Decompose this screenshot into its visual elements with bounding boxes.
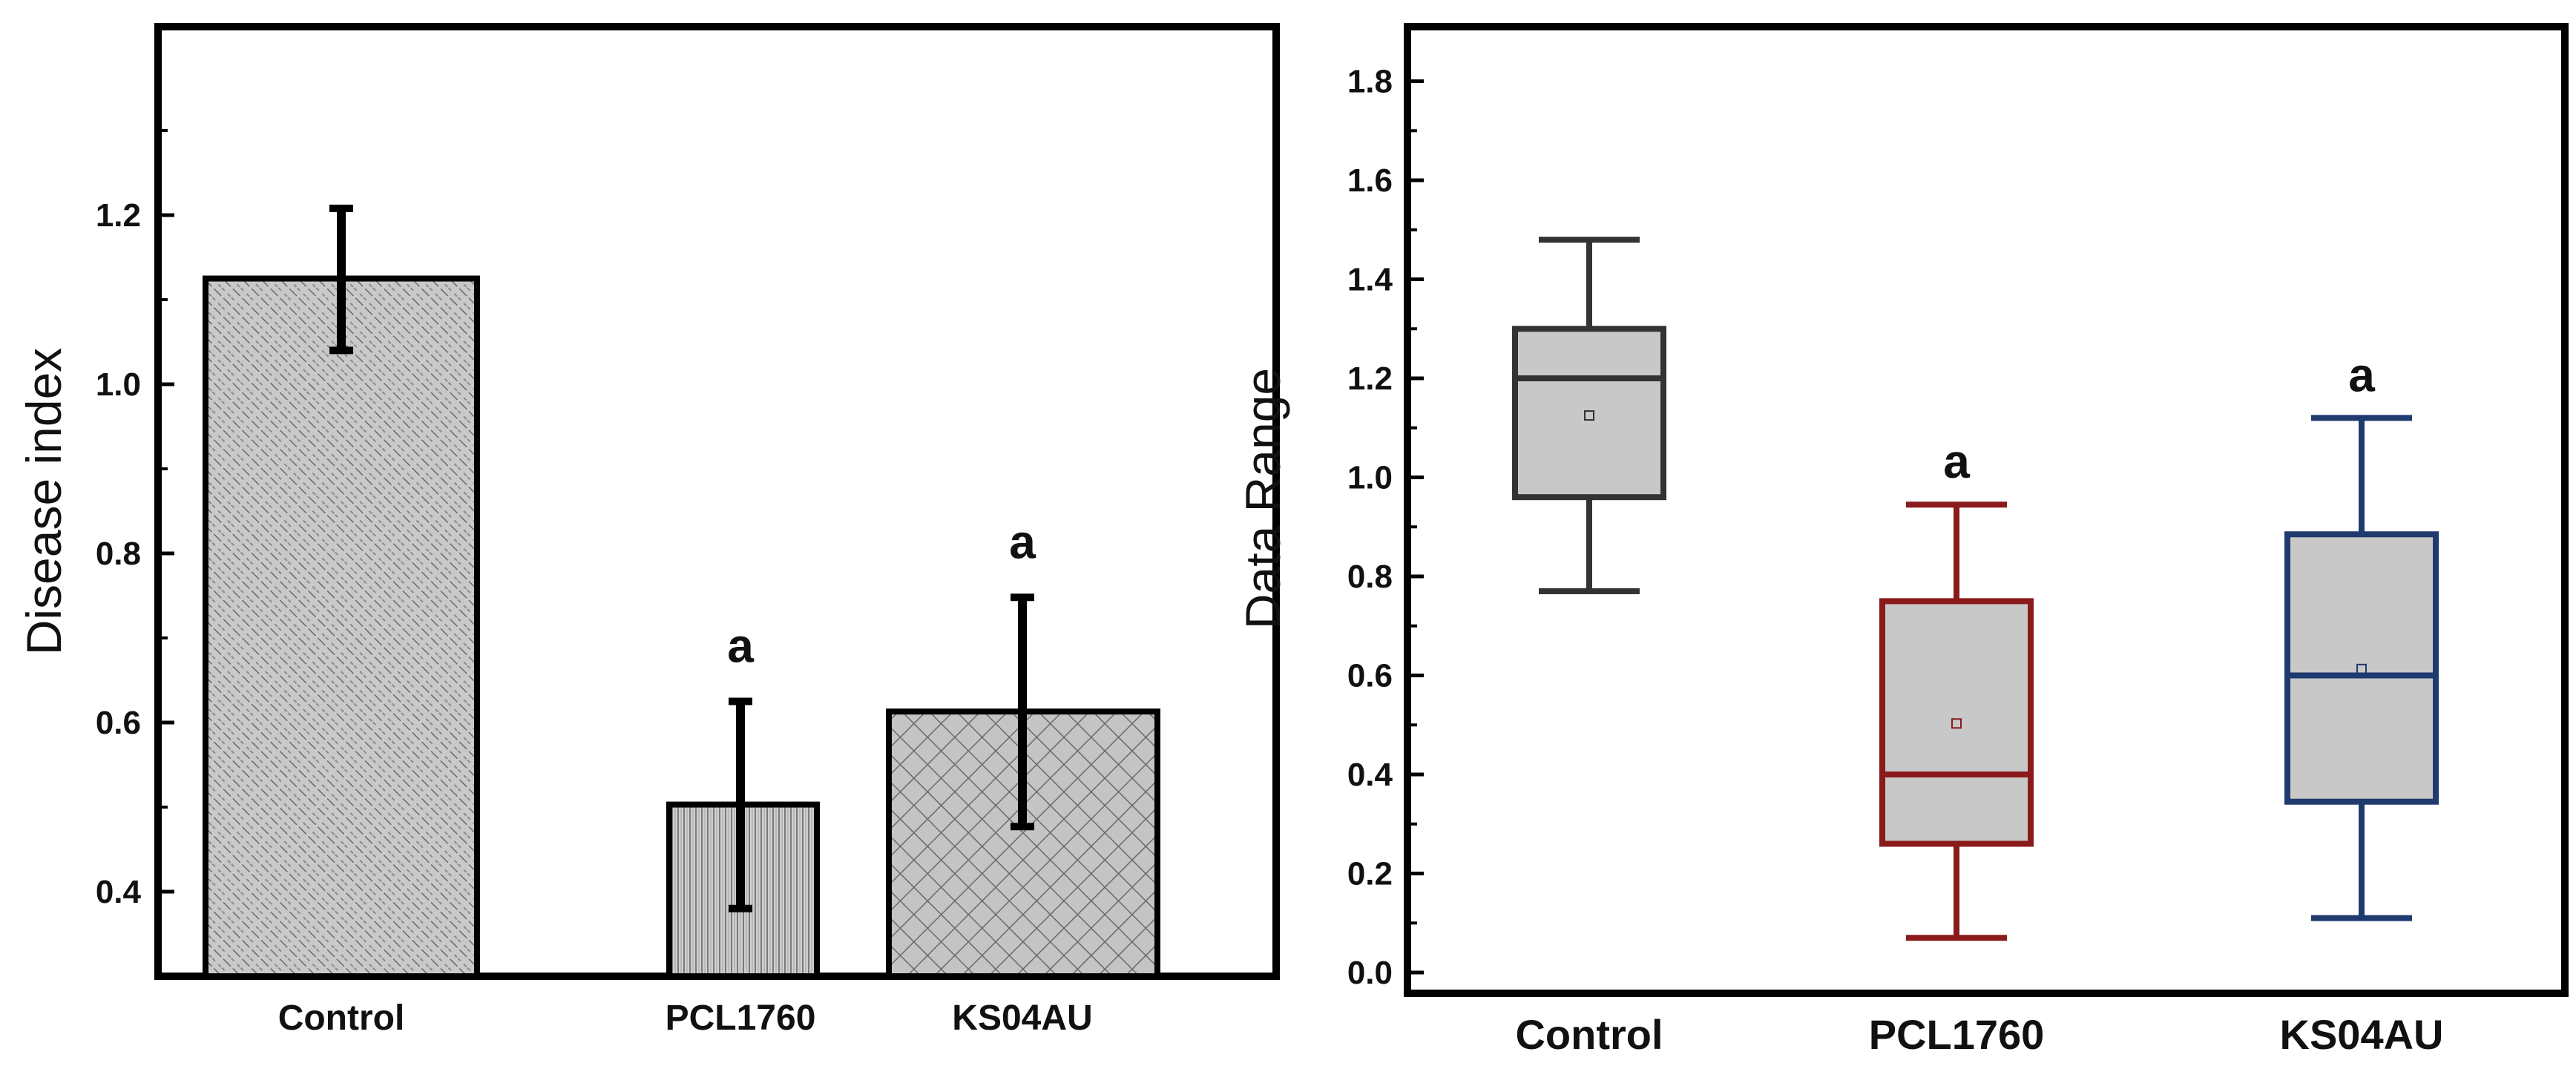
y-tick-label: 0.6 [96, 705, 141, 741]
bar-chart-error-bars [329, 204, 1034, 912]
y-tick-label: 0.4 [1347, 757, 1393, 793]
x-category-label: PCL1760 [666, 998, 816, 1038]
significance-label: a [727, 619, 754, 673]
y-tick-label: 0.8 [1347, 559, 1393, 595]
box-plot-significance-labels: aa [1943, 348, 2375, 488]
bar-chart-panel: 0.40.60.81.01.2 aa Control PCL1760 KS04AU … [16, 23, 1280, 1038]
box-plot-panel: 0.00.20.40.60.81.01.21.41.61.8 aa Contro… [1235, 23, 2569, 1058]
y-tick-label: 1.4 [1347, 262, 1393, 298]
y-tick-label: 0.8 [96, 536, 141, 572]
significance-label: a [1009, 515, 1036, 568]
x-category-label: Control [278, 998, 405, 1038]
y-tick-label: 0.2 [1347, 856, 1393, 892]
bar-chart-x-labels: Control PCL1760 KS04AU [278, 998, 1093, 1038]
x-category-label: KS04AU [952, 998, 1092, 1038]
box-ks04au [2284, 415, 2439, 921]
bar-chart-y-axis: 0.4 0.6 0.8 1.0 1.2 [96, 129, 174, 978]
bar-chart-y-axis-title: Disease index [16, 348, 71, 656]
y-tick-label: 1.6 [1347, 162, 1393, 199]
box-control [1512, 237, 1666, 595]
y-tick-label: 0.0 [1347, 955, 1393, 991]
box-plot-frame [1404, 23, 2569, 997]
x-category-label: Control [1515, 1011, 1663, 1058]
bar-chart-significance-labels: aa [727, 515, 1036, 672]
x-category-label: KS04AU [2280, 1011, 2444, 1058]
y-tick-label: 1.8 [1347, 64, 1393, 100]
y-tick-label: 1.0 [1347, 460, 1393, 496]
x-category-label: PCL1760 [1869, 1011, 2045, 1058]
bar-control [203, 275, 480, 979]
box-plot-x-labels: Control PCL1760 KS04AU [1515, 1011, 2443, 1058]
y-tick-label: 0.4 [96, 874, 142, 910]
mean-marker [1951, 718, 1962, 729]
y-tick-label: 1.0 [96, 366, 141, 403]
mean-marker [2356, 663, 2367, 674]
box-plot-boxes [1512, 237, 2439, 941]
interquartile-box [1879, 598, 2034, 847]
box-plot-y-axis-title: Data Range [1235, 368, 1290, 629]
significance-label: a [1943, 435, 1970, 488]
significance-label: a [2348, 348, 2375, 401]
interquartile-box [2284, 531, 2439, 805]
interquartile-box [1512, 326, 1666, 501]
bar-chart-bars [203, 275, 1160, 979]
box-plot-y-axis: 0.0 0.2 0.4 0.6 0.8 1.0 1.2 1.4 1.6 1.8 [1347, 64, 1424, 991]
y-tick-label: 1.2 [1347, 361, 1393, 397]
y-tick-label: 1.2 [96, 197, 141, 234]
y-tick-label: 0.6 [1347, 658, 1393, 694]
box-pcl1760 [1879, 501, 2034, 941]
mean-marker [1584, 410, 1594, 421]
